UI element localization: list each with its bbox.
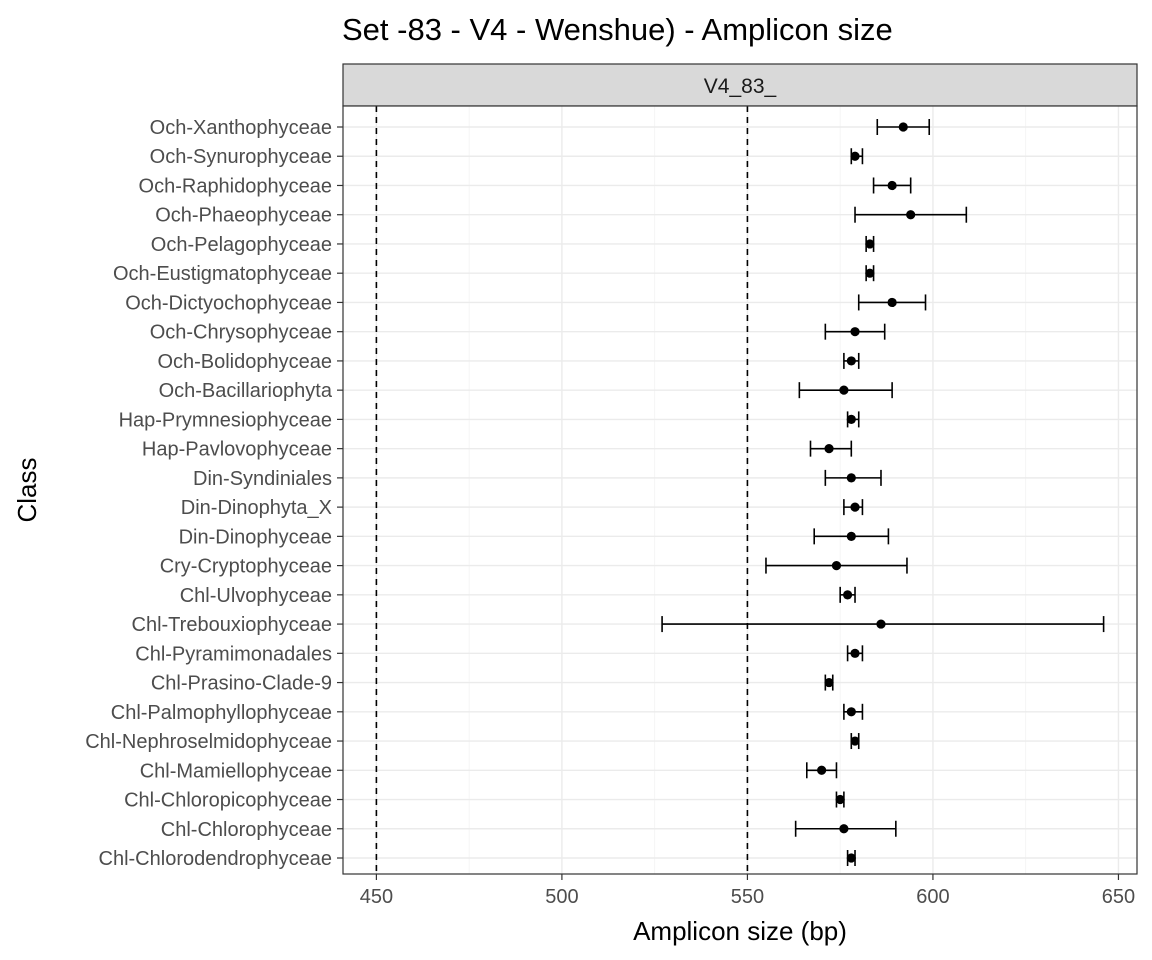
data-point <box>846 853 856 863</box>
panel-border <box>342 105 1138 875</box>
facet-strip-background <box>342 63 1138 107</box>
data-point <box>887 180 897 191</box>
data-point <box>839 385 849 395</box>
y-tick-label: Chl-Trebouxiophyceae <box>132 614 332 636</box>
y-axis: Och-Xanthophyceae Och-Synurophyceae Och-Ra… <box>85 117 343 870</box>
y-tick-label: Chl-Ulvophyceae <box>180 585 332 607</box>
data-point-group <box>765 557 908 574</box>
data-point <box>906 210 916 220</box>
data-point <box>865 239 875 249</box>
chart-title: Set -83 - V4 - Wenshue) - Amplicon size <box>342 12 893 47</box>
y-tick-label: Cry-Cryptophyceae <box>160 556 332 578</box>
data-point-group <box>794 820 897 837</box>
data-point-group <box>824 674 834 691</box>
data-point <box>865 268 875 278</box>
data-point <box>846 531 856 541</box>
data-point-group <box>805 762 838 779</box>
data-point-group <box>872 177 912 194</box>
data-point <box>850 648 860 658</box>
data-point-group <box>843 499 864 516</box>
y-tick-label: Chl-Palmophyllophyceae <box>111 702 332 724</box>
data-point-group <box>798 382 893 399</box>
data-point-group <box>876 119 931 135</box>
y-tick-label: Din-Syndiniales <box>193 468 332 490</box>
data-point <box>846 707 856 717</box>
x-tick-label: 600 <box>916 886 949 908</box>
facet-strip: V4_83_ <box>342 63 1138 107</box>
x-tick-label: 450 <box>360 886 393 908</box>
data-point <box>842 590 853 600</box>
y-tick-label: Och-Xanthophyceae <box>150 117 332 139</box>
y-tick-label: Och-Bacillariophyta <box>159 380 333 402</box>
data-point <box>831 561 842 571</box>
y-tick-label: Chl-Prasino-Clade-9 <box>151 673 332 695</box>
data-point-group <box>854 206 968 223</box>
data-point-group <box>661 616 1105 633</box>
data-point-group <box>809 440 853 457</box>
data-point <box>846 473 856 483</box>
y-tick-label: Och-Raphidophyceae <box>139 175 332 197</box>
plot-panel <box>342 105 1138 875</box>
y-tick-label: Och-Pelagophyceae <box>151 234 332 256</box>
y-tick-label: Och-Chrysophyceae <box>150 322 332 344</box>
data-point-group <box>846 411 860 428</box>
data-point <box>850 502 860 512</box>
y-tick-label: Hap-Prymnesiophyceae <box>119 409 332 431</box>
data-point-group <box>824 323 886 340</box>
data-point-group <box>813 528 890 545</box>
data-marks <box>661 119 1105 866</box>
y-tick-label: Hap-Pavlovophyceae <box>142 439 332 461</box>
y-tick-label: Chl-Chlorophyceae <box>161 819 332 841</box>
y-tick-label: Din-Dinophyceae <box>179 526 332 548</box>
data-point <box>817 765 827 775</box>
y-tick-label: Chl-Nephroselmidophyceae <box>85 731 332 753</box>
data-point-group <box>865 265 875 282</box>
data-point-group <box>839 586 856 603</box>
facet-strip-label: V4_83_ <box>704 75 777 98</box>
y-tick-label: Chl-Pyramimonadales <box>135 643 332 665</box>
data-point-group <box>835 791 845 808</box>
data-point-group <box>843 352 860 369</box>
y-tick-label: Chl-Chlorodendrophyceae <box>99 848 332 870</box>
data-point <box>824 444 834 454</box>
data-point <box>846 414 856 424</box>
x-tick-label: 500 <box>545 886 578 908</box>
data-point-group <box>850 148 864 165</box>
data-point-group <box>846 645 864 662</box>
x-axis: 450 500 550 600 650 <box>360 874 1135 908</box>
y-tick-label: Chl-Chloropicophyceae <box>124 790 332 812</box>
data-point-group <box>850 733 860 750</box>
data-point <box>850 327 860 337</box>
x-tick-label: 650 <box>1102 886 1135 908</box>
y-tick-label: Och-Eustigmatophyceae <box>113 263 332 285</box>
data-point-group <box>857 294 927 311</box>
x-axis-title: Amplicon size (bp) <box>633 916 847 946</box>
data-point-group <box>824 469 882 486</box>
y-tick-label: Och-Dictyochophyceae <box>125 292 332 314</box>
data-point <box>876 619 886 629</box>
x-tick-label: 550 <box>731 886 764 908</box>
y-tick-label: Och-Synurophyceae <box>150 146 332 168</box>
data-point <box>846 356 856 366</box>
y-tick-label: Och-Bolidophyceae <box>157 351 332 373</box>
y-axis-title: Class <box>12 457 42 522</box>
data-point-group <box>843 703 864 720</box>
data-point <box>824 677 834 688</box>
data-point <box>898 122 908 132</box>
data-point-group <box>846 850 856 866</box>
data-point-group <box>865 235 875 252</box>
data-point <box>850 736 860 746</box>
panel-background <box>343 106 1137 874</box>
y-tick-label: Din-Dinophyta_X <box>181 497 332 519</box>
y-tick-label: Och-Phaeophyceae <box>155 205 332 227</box>
data-point <box>835 794 845 805</box>
data-point <box>839 824 849 834</box>
reference-lines <box>375 106 749 874</box>
data-point <box>887 297 897 308</box>
y-tick-label: Chl-Mamiellophyceae <box>140 760 332 782</box>
data-point <box>850 151 860 161</box>
